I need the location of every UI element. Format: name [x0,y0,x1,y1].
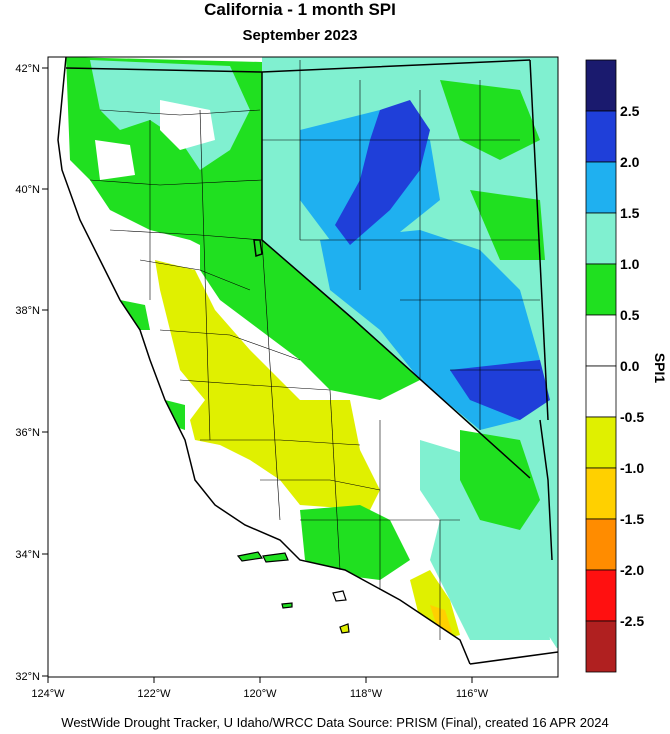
coastline [57,57,471,665]
lat-tick-label-40: 40°N [15,184,40,196]
lon-ticks [47,677,473,683]
nevada-dark-blue-1 [335,100,430,245]
colorbar-title: SPI1 [652,353,668,384]
colorbar-label: -1.5 [620,511,644,527]
nevada-dark-blue-2 [450,360,550,420]
north-white-patch-1 [160,100,215,150]
pacific-ocean [48,57,470,677]
lon-tick-label-124: 124°W [31,688,65,700]
colorbar-label: -2.0 [620,562,644,578]
colorbar-label: 0.0 [620,358,640,374]
colorbar-label: 1.0 [620,256,640,272]
colorbar-segment [585,467,617,520]
colorbar-segment [585,620,617,673]
southeast-green-region [460,430,540,530]
nevada-green-2 [470,190,545,260]
southern-green-region [300,505,410,580]
south-dry-orange [430,605,452,636]
colorbar: 2.5 2.0 1.5 1.0 0.5 0.0 -0.5 -1.0 -1.5 -2.0 -2.5 [585,59,644,673]
colorbar-segment [585,518,617,571]
lat-tick-label-34: 34°N [15,549,40,561]
colorbar-segment [585,416,617,469]
map-frame [47,56,559,678]
colorbar-label: -1.0 [620,460,644,476]
lon-tick-label-120: 120°W [243,688,277,700]
lon-tick-label-116: 116°W [456,688,489,700]
county-boundaries [89,60,540,640]
lat-tick-label-32: 32°N [15,671,40,683]
colorbar-label: 2.0 [620,154,640,170]
lon-tick-label-118: 118°W [350,688,383,700]
north-white-patch-2 [95,140,135,180]
state-boundaries [65,59,558,665]
colorbar-segment [585,314,617,367]
colorbar-segment [585,263,617,316]
channel-islands [236,551,350,634]
colorbar-label: 0.5 [620,307,640,323]
colorbar-segment [585,212,617,265]
lat-tick-label-36: 36°N [15,427,40,439]
central-valley-drought [155,260,380,510]
colorbar-segment [585,569,617,622]
colorbar-label: -0.5 [620,409,644,425]
sierra-green-region [200,240,420,400]
lon-tick-label-122: 122°W [137,688,171,700]
footer-credit: WestWide Drought Tracker, U Idaho/WRCC D… [61,715,609,730]
lat-ticks [42,67,48,677]
colorbar-label: 1.5 [620,205,640,221]
lat-tick-label-42: 42°N [15,63,40,75]
colorbar-segment [585,161,617,214]
lake-tahoe [253,239,263,258]
map-subtitle: September 2023 [242,27,358,44]
colorbar-label: 2.5 [620,103,640,119]
colorbar-segment [585,110,617,163]
colorbar-segment [585,59,617,112]
map-title: California - 1 month SPI [204,0,396,19]
map-plot-area [48,57,558,677]
lat-tick-label-38: 38°N [15,305,40,317]
colorbar-segment [585,365,617,418]
colorbar-label: -2.5 [620,613,644,629]
